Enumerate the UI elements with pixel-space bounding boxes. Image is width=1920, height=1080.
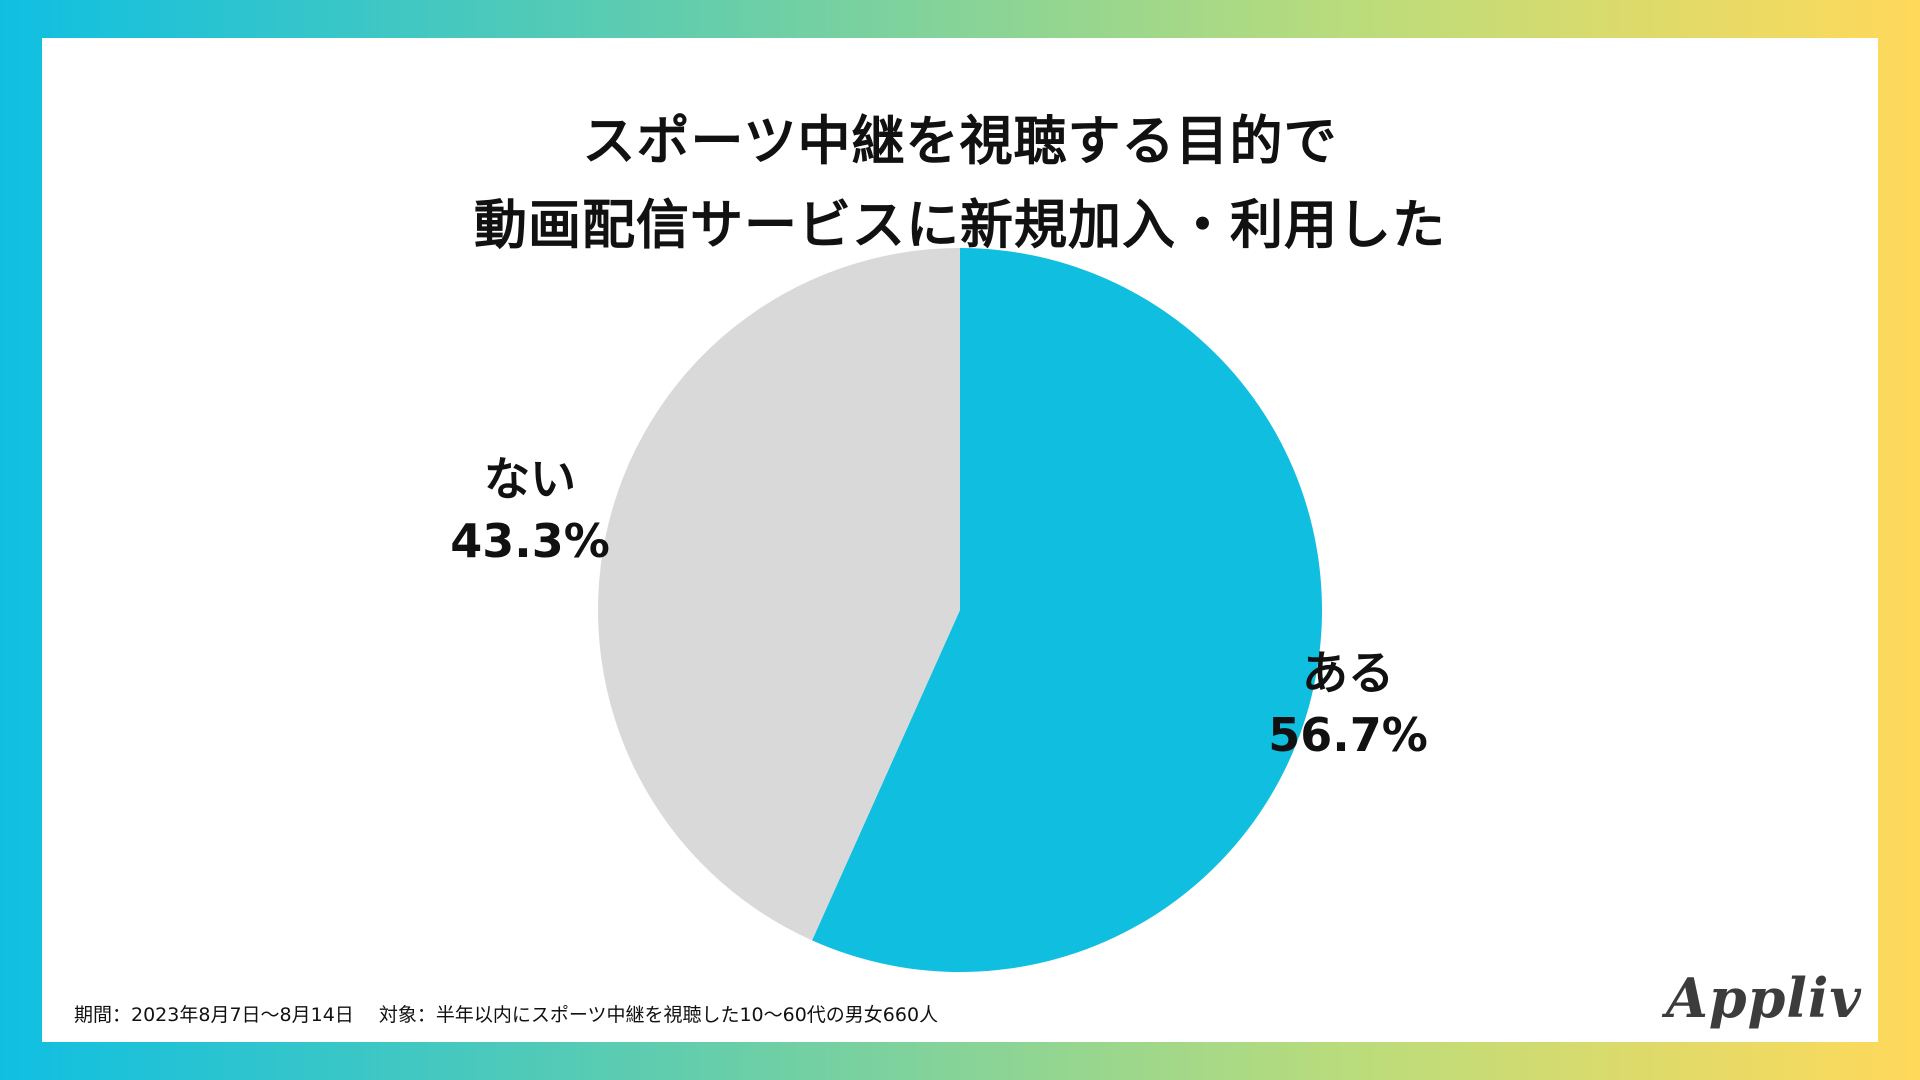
pie-chart — [598, 248, 1323, 972]
chart-card: スポーツ中継を視聴する目的で 動画配信サービスに新規加入・利用した ない 43.… — [42, 38, 1878, 1042]
applive-logo: Appliv — [1666, 966, 1862, 1030]
survey-footnote: 期間：2023年8月7日〜8月14日 対象：半年以内にスポーツ中継を視聴した10… — [74, 1004, 939, 1026]
slice-value-nai: 43.3% — [450, 514, 610, 568]
chart-title-line-2: 動画配信サービスに新規加入・利用した — [474, 195, 1446, 256]
pie-slice-aru — [812, 248, 1323, 972]
pie-slice-nai — [598, 248, 960, 941]
slice-value-aru: 56.7% — [1268, 708, 1428, 762]
slice-category-aru: ある — [1302, 646, 1394, 700]
chart-title-line-1: スポーツ中継を視聴する目的で — [582, 111, 1338, 172]
chart-title: スポーツ中継を視聴する目的で 動画配信サービスに新規加入・利用した — [42, 100, 1878, 268]
slice-label-aru: ある 56.7% — [1238, 642, 1458, 766]
pie-slices — [598, 248, 1323, 972]
slice-category-nai: ない — [484, 452, 576, 506]
slice-label-nai: ない 43.3% — [420, 448, 640, 572]
